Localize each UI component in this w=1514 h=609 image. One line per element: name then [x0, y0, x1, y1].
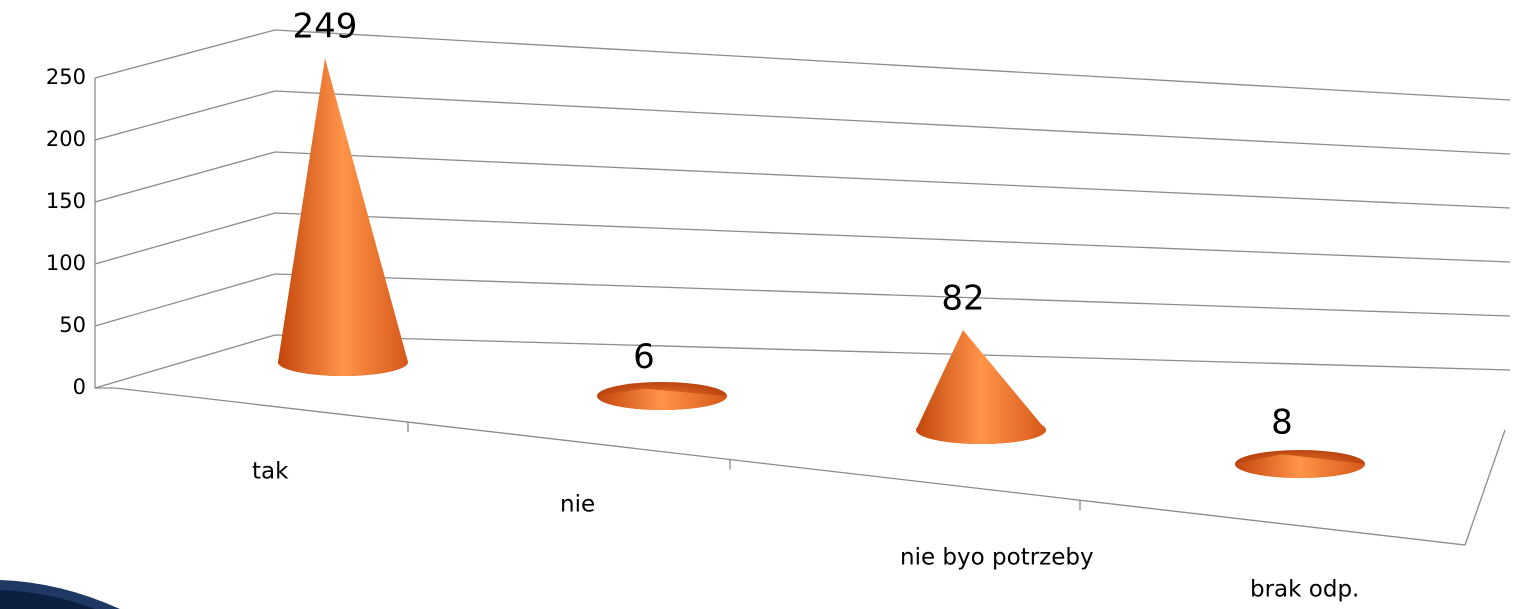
cone	[1235, 454, 1365, 478]
y-tick-label: 250	[46, 65, 86, 89]
x-tick-label: brak odp.	[1250, 577, 1359, 603]
grid-line	[94, 273, 1511, 327]
cone	[597, 388, 727, 410]
y-axis	[94, 78, 115, 389]
grid-line	[94, 212, 1511, 265]
decoration	[0, 590, 95, 609]
y-tick-label: 100	[46, 251, 86, 275]
grid-line	[94, 151, 1511, 209]
x-tick-label: nie	[560, 492, 595, 518]
y-tick-label: 50	[59, 313, 86, 337]
grid-line	[94, 29, 1511, 101]
y-tick-label: 200	[46, 127, 86, 151]
grid-line	[94, 90, 1511, 155]
y-tick-label: 0	[73, 375, 86, 399]
x-tick-label: nie byo potrzeby	[900, 545, 1094, 571]
cone	[278, 58, 408, 376]
floor-edge	[114, 387, 1506, 546]
y-tick-label: 150	[46, 189, 86, 213]
cone	[916, 329, 1046, 444]
grid-line	[94, 334, 1511, 389]
x-tick-label: tak	[252, 459, 289, 485]
data-label: 8	[1271, 403, 1293, 443]
data-label: 249	[293, 7, 358, 47]
data-label: 82	[941, 278, 984, 318]
data-label: 6	[633, 337, 655, 377]
